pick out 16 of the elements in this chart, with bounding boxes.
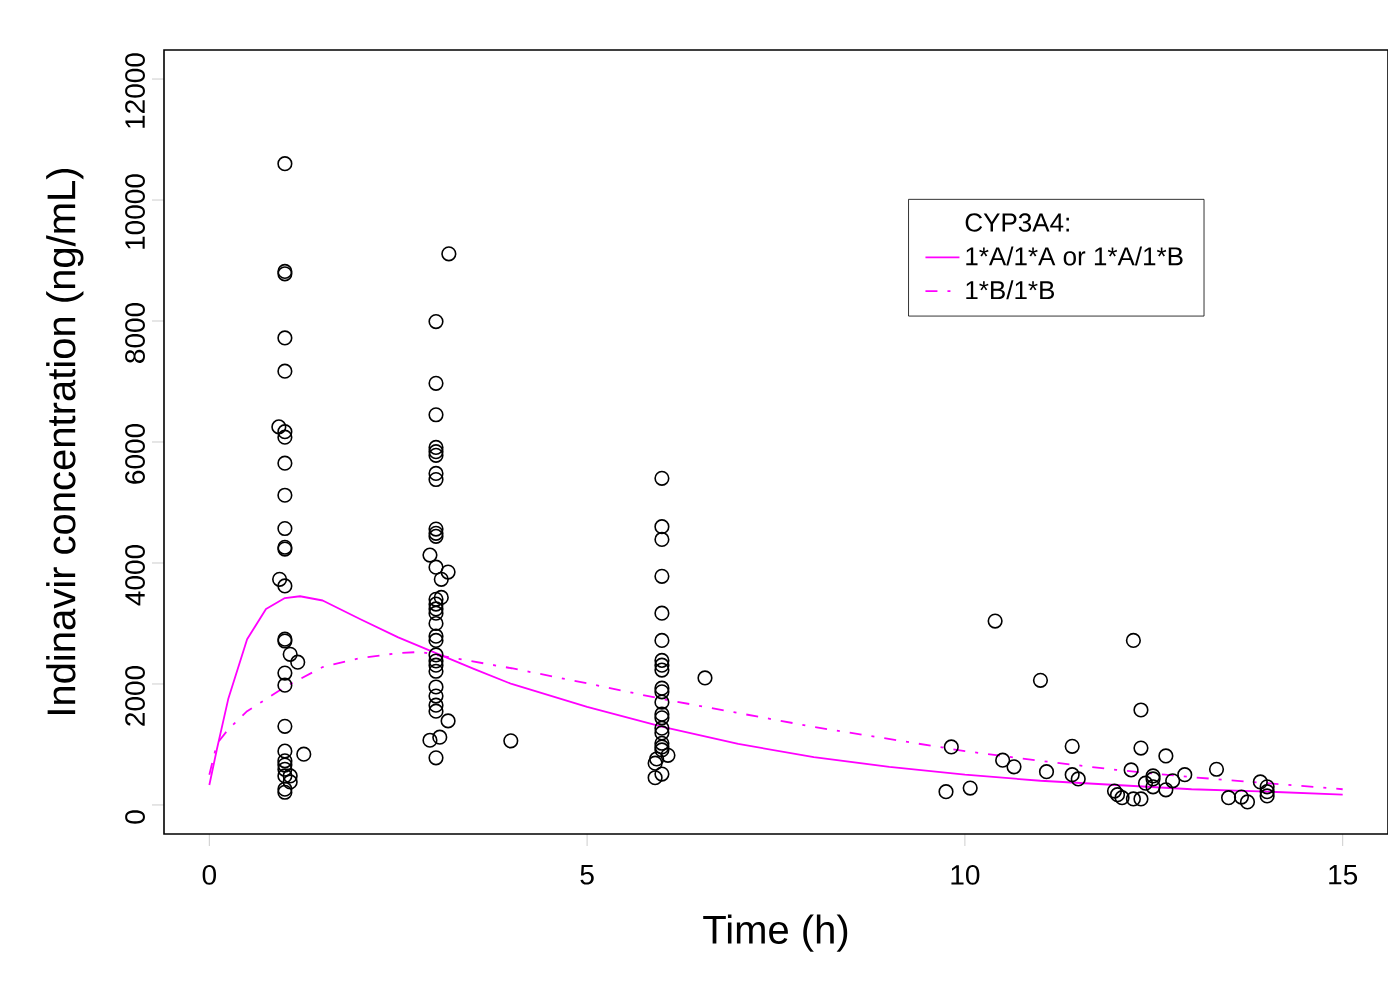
legend-label: 1*B/1*B — [966, 280, 1055, 300]
y-tick-label: 8000 — [125, 302, 145, 363]
legend-label: 1*A/1*A or 1*A/1*B — [966, 246, 1183, 266]
legend-title: CYP3A4: — [965, 213, 1069, 232]
y-tick-label: 6000 — [125, 423, 145, 484]
x-axis-title: Time (h) — [703, 914, 848, 952]
x-tick-label: 0 — [202, 865, 217, 885]
y-tick-label: 12000 — [125, 53, 145, 128]
x-tick-label: 5 — [580, 865, 594, 885]
x-tick-label: 10 — [951, 865, 980, 885]
x-tick-label: 15 — [1329, 865, 1358, 885]
y-axis-title: Indinavir concentration (ng/mL) — [46, 168, 84, 714]
y-tick-label: 2000 — [125, 665, 145, 726]
y-tick-label: 10000 — [125, 174, 145, 249]
y-tick-label: 4000 — [125, 544, 145, 606]
y-tick-label: 0 — [125, 810, 145, 824]
